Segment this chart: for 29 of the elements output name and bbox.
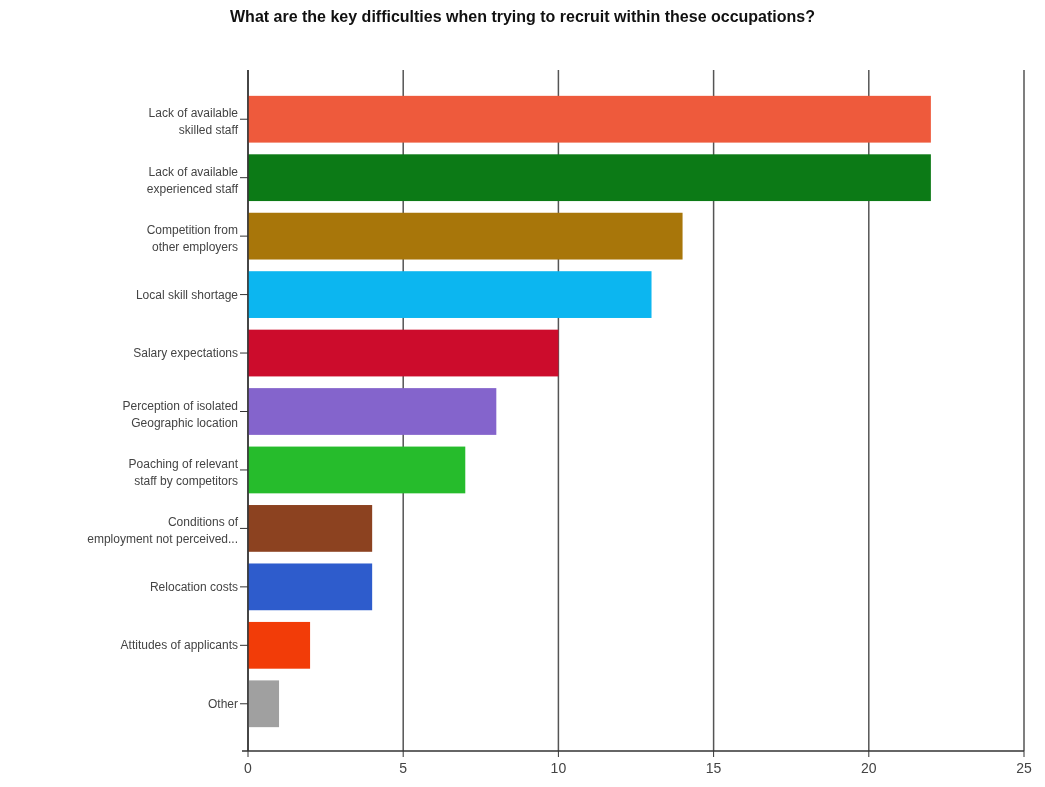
y-tick-label: Attitudes of applicants	[120, 638, 238, 653]
bar	[248, 212, 683, 260]
bar	[248, 621, 311, 669]
bar	[248, 329, 559, 377]
y-tick-label: Poaching of relevant staff by competitors	[128, 456, 239, 488]
y-tick-label: Perception of isolated Geographic location	[122, 398, 238, 430]
y-tick-label: Competition from other employers	[146, 223, 238, 255]
bar	[248, 680, 280, 728]
bar	[248, 505, 373, 552]
y-tick-label: Salary expectations	[133, 346, 238, 361]
y-tick-label: Lack of available skilled staff	[148, 106, 239, 138]
x-tick-label: 0	[244, 760, 253, 776]
bar	[248, 154, 931, 202]
bar	[248, 95, 931, 143]
y-tick-label: Relocation costs	[149, 579, 238, 594]
y-tick-label: Conditions of employment not perceived...	[87, 515, 239, 547]
bar	[248, 563, 373, 611]
y-tick-label: Other	[207, 696, 238, 711]
bar	[248, 446, 466, 494]
bar	[248, 388, 497, 435]
x-tick-label: 5	[399, 760, 408, 776]
y-tick-label: Local skill shortage	[135, 287, 239, 302]
x-tick-label: 20	[861, 760, 877, 776]
x-tick-label: 10	[550, 760, 567, 776]
chart-title: What are the key difficulties when trying to recruit within these occupations?	[230, 8, 815, 25]
x-tick-label: 25	[1016, 760, 1032, 776]
bar	[248, 271, 652, 318]
x-tick-label: 15	[705, 760, 722, 776]
y-tick-label: Lack of available experienced staff	[146, 164, 239, 196]
